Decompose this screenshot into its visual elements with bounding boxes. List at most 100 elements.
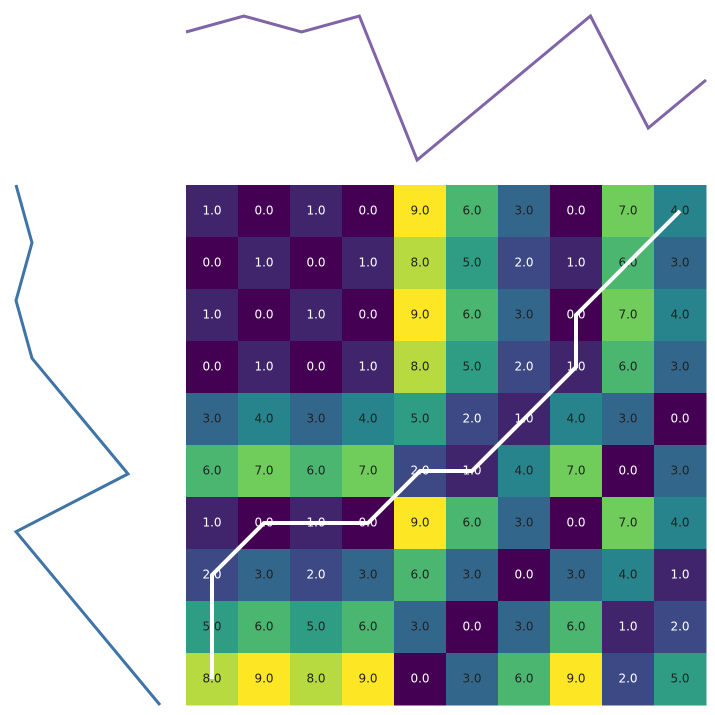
- cell-label: 4.0: [254, 412, 273, 426]
- cell: [394, 601, 447, 654]
- cell-label: 1.0: [202, 204, 221, 218]
- cell: [550, 653, 603, 706]
- cell-label: 6.0: [202, 464, 221, 478]
- cell: [394, 341, 447, 394]
- cell-label: 0.0: [358, 308, 377, 322]
- cell-label: 1.0: [254, 256, 273, 270]
- cell-label: 6.0: [306, 464, 325, 478]
- cell: [186, 289, 239, 342]
- cell: [394, 549, 447, 602]
- cell-label: 9.0: [358, 672, 377, 686]
- cell-label: 5.0: [410, 412, 429, 426]
- cell: [186, 185, 239, 238]
- cell-label: 0.0: [566, 204, 585, 218]
- cell: [550, 445, 603, 498]
- cell: [290, 601, 343, 654]
- cell-label: 3.0: [670, 360, 689, 374]
- cell: [446, 653, 499, 706]
- cell-label: 3.0: [410, 620, 429, 634]
- cell-label: 6.0: [618, 360, 637, 374]
- cell-label: 1.0: [306, 204, 325, 218]
- cell-label: 4.0: [670, 516, 689, 530]
- cell: [290, 393, 343, 446]
- cell: [654, 393, 707, 446]
- cell: [186, 445, 239, 498]
- cell-label: 8.0: [306, 672, 325, 686]
- cell: [342, 185, 395, 238]
- cell-label: 7.0: [618, 516, 637, 530]
- cell-label: 0.0: [306, 360, 325, 374]
- cell: [238, 601, 291, 654]
- cell-label: 1.0: [618, 620, 637, 634]
- cell: [446, 601, 499, 654]
- cell-label: 9.0: [254, 672, 273, 686]
- cell: [446, 185, 499, 238]
- cell-label: 9.0: [410, 516, 429, 530]
- cell: [602, 445, 655, 498]
- cell-label: 3.0: [514, 204, 533, 218]
- cell: [654, 497, 707, 550]
- cell-label: 4.0: [566, 412, 585, 426]
- alignment-path: [210, 209, 682, 679]
- cell: [498, 237, 551, 290]
- cell: [290, 341, 343, 394]
- cell-label: 3.0: [670, 256, 689, 270]
- cell-label: 0.0: [358, 204, 377, 218]
- cell: [654, 653, 707, 706]
- cell-label: 1.0: [202, 516, 221, 530]
- cell: [446, 393, 499, 446]
- cell: [654, 549, 707, 602]
- cell-label: 4.0: [514, 464, 533, 478]
- cell-label: 3.0: [618, 412, 637, 426]
- cell-label: 3.0: [254, 568, 273, 582]
- cell-label: 1.0: [202, 308, 221, 322]
- cell-label: 6.0: [462, 308, 481, 322]
- cell: [186, 393, 239, 446]
- cell-label: 3.0: [462, 672, 481, 686]
- cell: [238, 341, 291, 394]
- cell: [654, 237, 707, 290]
- cell-label: 2.0: [514, 360, 533, 374]
- cell-label: 0.0: [462, 620, 481, 634]
- cell-label: 0.0: [566, 516, 585, 530]
- cell-label: 7.0: [254, 464, 273, 478]
- cell-label: 4.0: [670, 308, 689, 322]
- cell: [498, 497, 551, 550]
- cell: [238, 445, 291, 498]
- cell: [446, 237, 499, 290]
- cell-label: 2.0: [462, 412, 481, 426]
- cell: [290, 653, 343, 706]
- cell: [290, 445, 343, 498]
- cell: [550, 237, 603, 290]
- cell: [550, 497, 603, 550]
- cell-label: 0.0: [202, 256, 221, 270]
- cell: [342, 289, 395, 342]
- cell: [498, 341, 551, 394]
- cell-label: 2.0: [306, 568, 325, 582]
- cell: [290, 289, 343, 342]
- cell-label: 2.0: [514, 256, 533, 270]
- cell: [602, 497, 655, 550]
- cell-label: 1.0: [358, 360, 377, 374]
- cell-label: 8.0: [410, 360, 429, 374]
- cell: [394, 653, 447, 706]
- cell-label: 9.0: [566, 672, 585, 686]
- cell: [238, 653, 291, 706]
- cell: [602, 601, 655, 654]
- cell: [602, 549, 655, 602]
- cell: [238, 289, 291, 342]
- cell: [654, 601, 707, 654]
- cell: [602, 185, 655, 238]
- cell-label: 3.0: [462, 568, 481, 582]
- cell: [238, 185, 291, 238]
- cell: [654, 445, 707, 498]
- top-series-line: [185, 13, 707, 163]
- cell: [394, 393, 447, 446]
- cell-label: 3.0: [514, 516, 533, 530]
- cell: [654, 341, 707, 394]
- cell: [238, 393, 291, 446]
- cell-label: 9.0: [410, 204, 429, 218]
- cell: [602, 653, 655, 706]
- cell-label: 1.0: [670, 568, 689, 582]
